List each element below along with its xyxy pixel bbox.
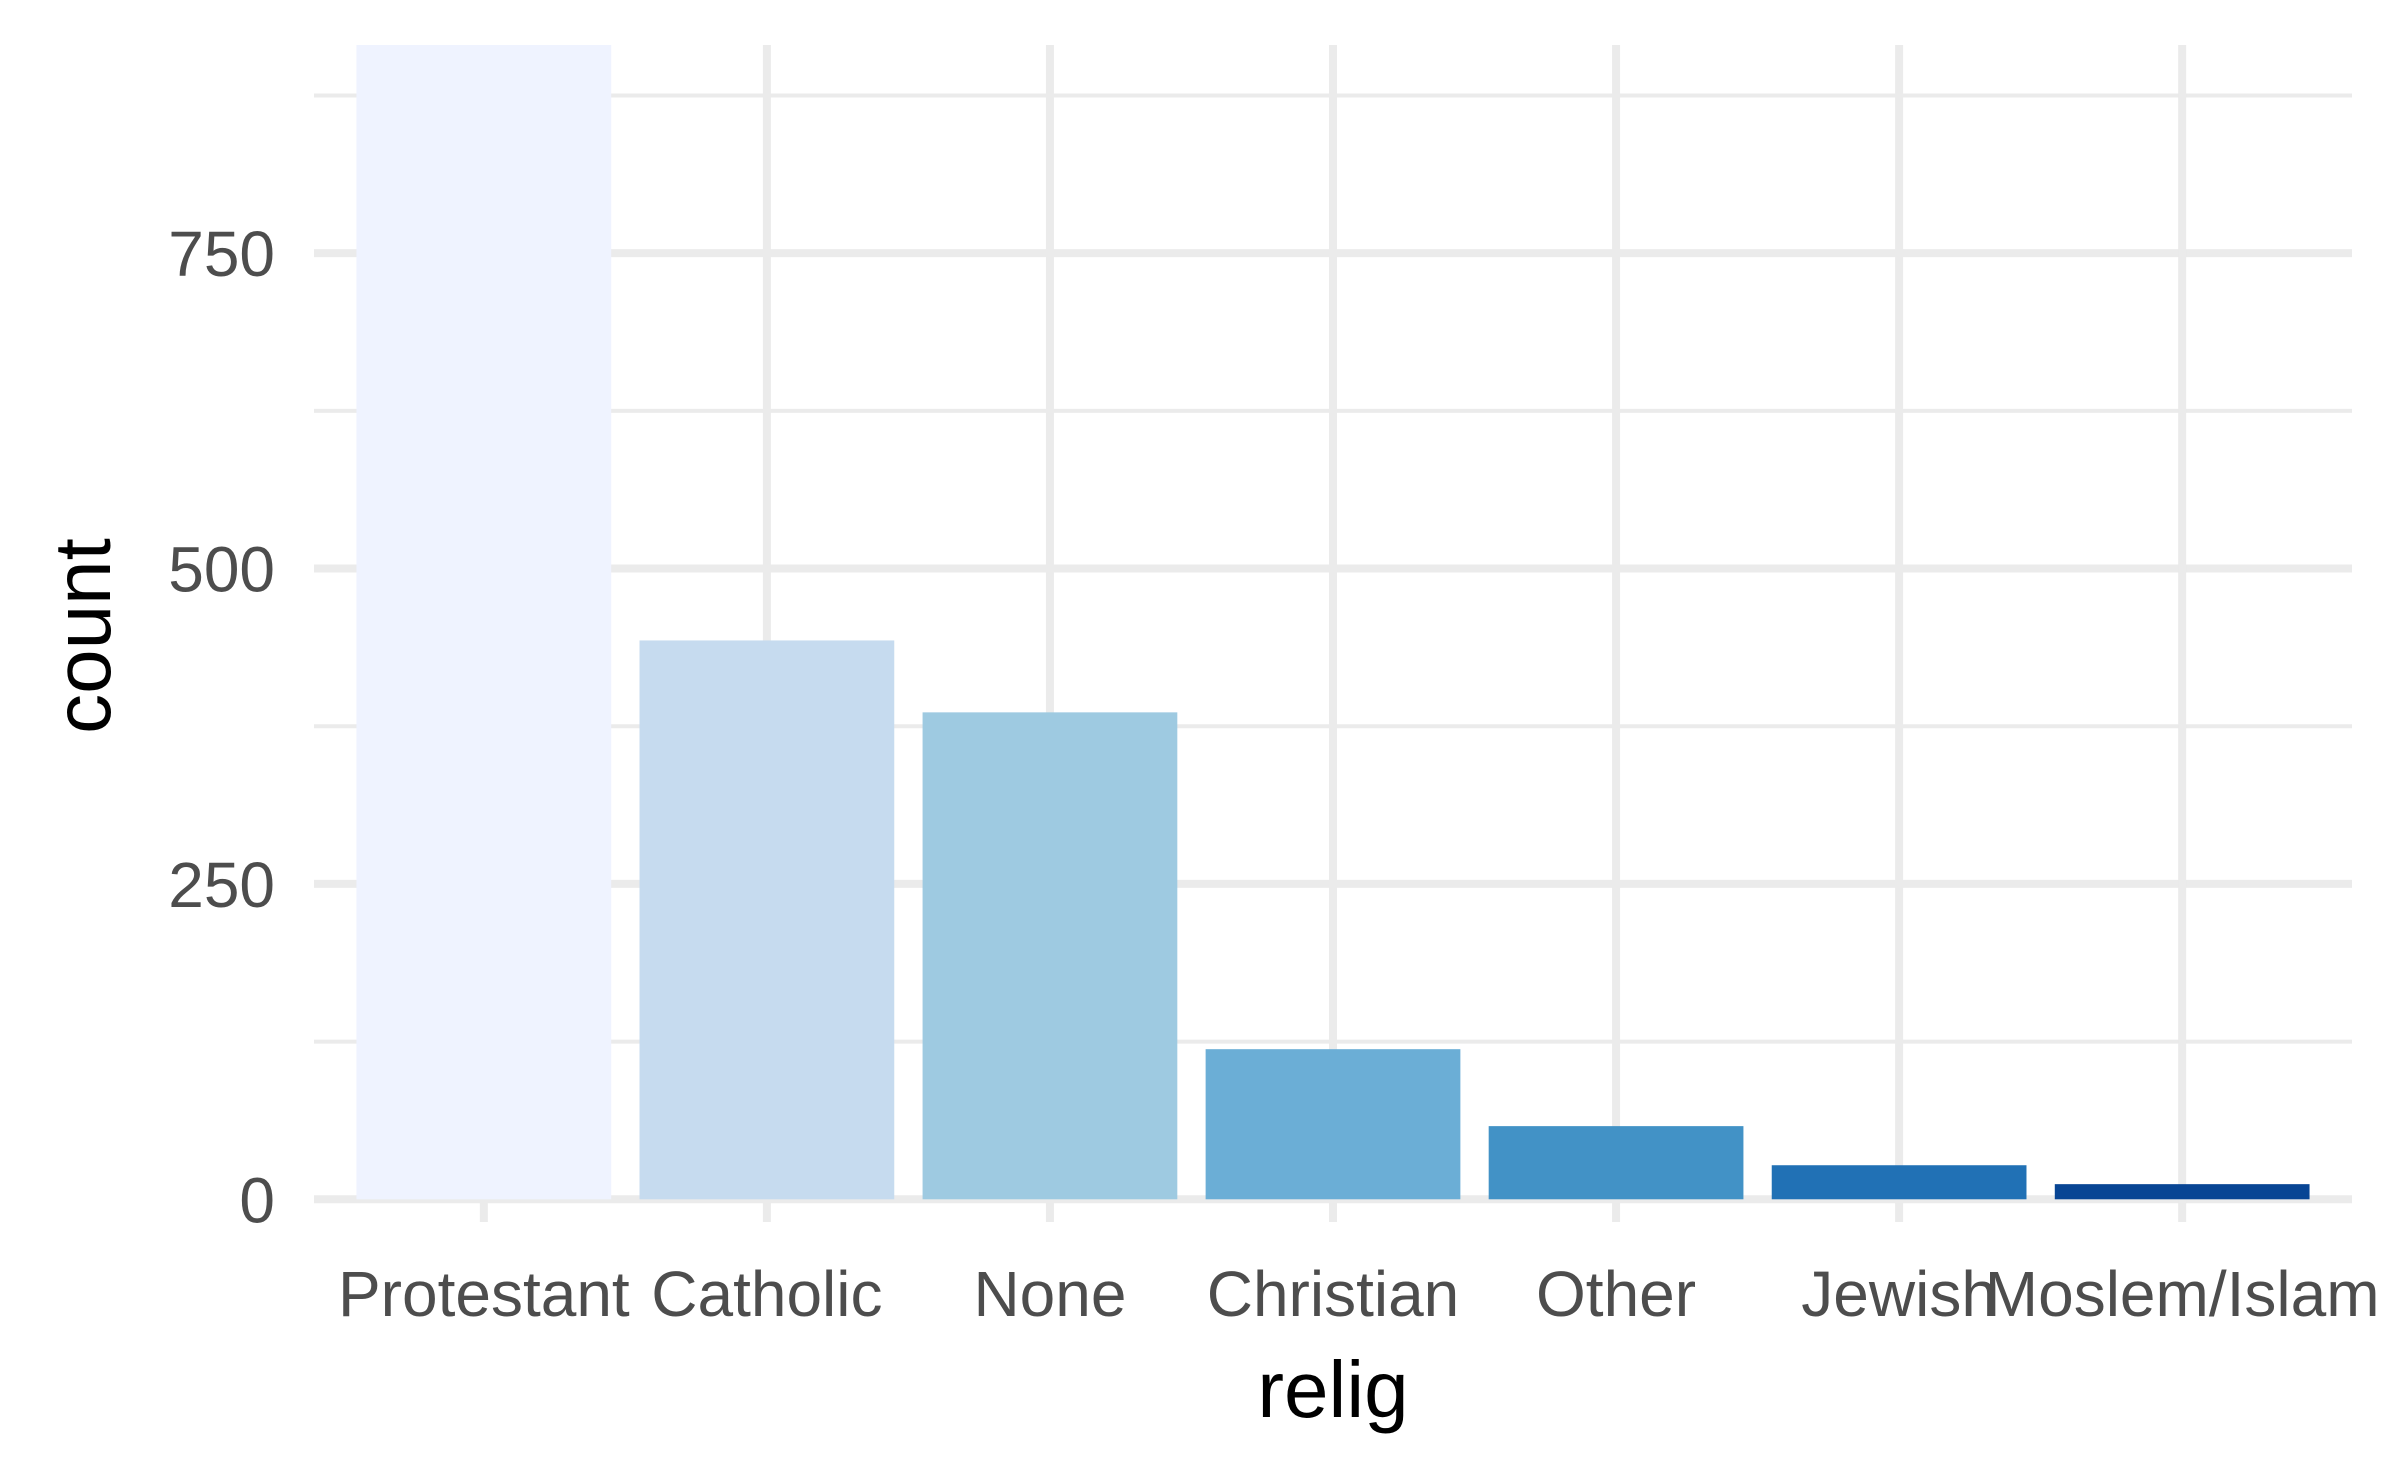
bar-moslem-islam <box>2054 1184 2310 1200</box>
bar-christian <box>1205 1049 1461 1200</box>
bar-other <box>1488 1126 1744 1200</box>
y-tick-label: 250 <box>168 849 275 921</box>
x-tick-label: Moslem/Islam <box>1985 1258 2380 1330</box>
x-tick-label: Other <box>1536 1258 1696 1330</box>
bars <box>356 45 2310 1200</box>
bar-jewish <box>1771 1165 2027 1200</box>
bar-catholic <box>639 640 895 1200</box>
grid-lines <box>314 45 2352 1222</box>
x-tick-label: Catholic <box>651 1258 882 1330</box>
x-axis-tick-labels: Protestant Catholic None Christian Other Jewi… <box>338 1258 2380 1330</box>
x-axis-title: relig <box>1257 1345 1408 1434</box>
x-tick-label: Christian <box>1207 1258 1460 1330</box>
x-tick-label: Protestant <box>338 1258 630 1330</box>
bar-protestant <box>356 45 612 1200</box>
bar-none <box>922 712 1178 1200</box>
y-tick-label: 750 <box>168 218 275 290</box>
y-tick-label: 500 <box>168 534 275 606</box>
y-axis-tick-labels: 0 250 500 750 <box>168 218 275 1236</box>
y-axis-title: count <box>38 538 127 734</box>
x-tick-label: Jewish <box>1801 1258 1997 1330</box>
x-tick-label: None <box>973 1258 1126 1330</box>
y-tick-label: 0 <box>239 1164 275 1236</box>
